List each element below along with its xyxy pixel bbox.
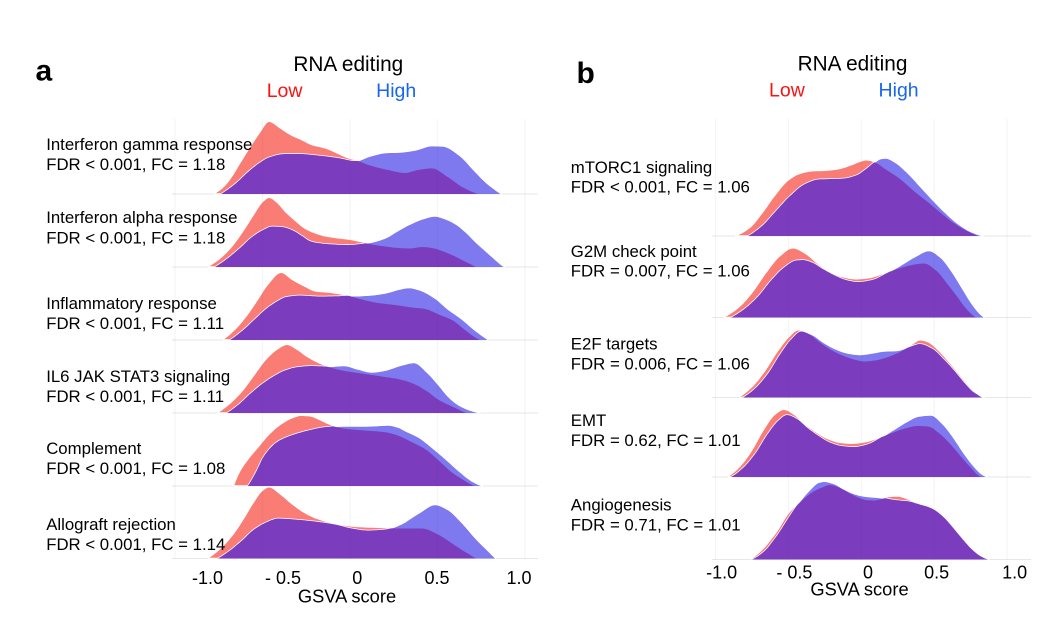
svg-text:EMT: EMT [571, 411, 606, 430]
svg-text:0: 0 [352, 568, 362, 588]
svg-text:Interferon gamma response: Interferon gamma response [46, 135, 252, 154]
svg-text:-1.0: -1.0 [192, 568, 223, 588]
svg-text:Low: Low [769, 80, 806, 102]
svg-text:FDR < 0.001, FC = 1.18: FDR < 0.001, FC = 1.18 [46, 155, 225, 174]
svg-text:RNA editing: RNA editing [293, 53, 403, 76]
svg-text:b: b [577, 57, 595, 90]
svg-text:a: a [36, 55, 53, 88]
svg-text:FDR = 0.71, FC = 1.01: FDR = 0.71, FC = 1.01 [571, 515, 741, 534]
svg-text:- 0.5: - 0.5 [776, 563, 812, 583]
svg-text:0.5: 0.5 [924, 563, 949, 583]
svg-text:G2M check point: G2M check point [571, 242, 697, 261]
svg-text:1.0: 1.0 [506, 568, 531, 588]
svg-text:Complement: Complement [46, 439, 141, 458]
svg-text:E2F targets: E2F targets [571, 335, 658, 354]
svg-text:FDR < 0.001, FC = 1.06: FDR < 0.001, FC = 1.06 [571, 178, 750, 197]
svg-text:Inflammatory response: Inflammatory response [46, 294, 217, 313]
svg-text:Allograft rejection: Allograft rejection [46, 515, 176, 534]
svg-text:Low: Low [267, 80, 304, 102]
svg-text:0: 0 [863, 563, 873, 583]
svg-text:0.5: 0.5 [424, 568, 449, 588]
svg-text:GSVA score: GSVA score [810, 579, 908, 600]
svg-text:High: High [376, 80, 416, 102]
svg-text:1.0: 1.0 [1002, 563, 1027, 583]
svg-text:FDR = 0.006, FC = 1.06: FDR = 0.006, FC = 1.06 [571, 355, 750, 374]
svg-text:Interferon alpha response: Interferon alpha response [46, 208, 237, 227]
svg-text:FDR = 0.62, FC = 1.01: FDR = 0.62, FC = 1.01 [571, 431, 741, 450]
svg-text:GSVA score: GSVA score [298, 585, 396, 606]
svg-text:IL6 JAK STAT3 signaling: IL6 JAK STAT3 signaling [46, 367, 230, 386]
svg-text:FDR < 0.001, FC = 1.11: FDR < 0.001, FC = 1.11 [46, 314, 224, 333]
svg-text:FDR < 0.001, FC = 1.18: FDR < 0.001, FC = 1.18 [46, 228, 225, 247]
svg-text:mTORC1 signaling: mTORC1 signaling [571, 158, 712, 177]
svg-text:FDR < 0.001, FC = 1.14: FDR < 0.001, FC = 1.14 [46, 535, 225, 554]
svg-text:-1.0: -1.0 [706, 563, 737, 583]
svg-text:FDR < 0.001, FC = 1.08: FDR < 0.001, FC = 1.08 [46, 459, 225, 478]
svg-text:FDR = 0.007, FC = 1.06: FDR = 0.007, FC = 1.06 [571, 262, 750, 281]
svg-text:RNA editing: RNA editing [798, 53, 908, 76]
svg-text:High: High [879, 80, 919, 102]
svg-text:FDR < 0.001, FC = 1.11: FDR < 0.001, FC = 1.11 [46, 387, 224, 406]
svg-text:Angiogenesis: Angiogenesis [571, 496, 672, 515]
svg-text:- 0.5: - 0.5 [265, 568, 301, 588]
